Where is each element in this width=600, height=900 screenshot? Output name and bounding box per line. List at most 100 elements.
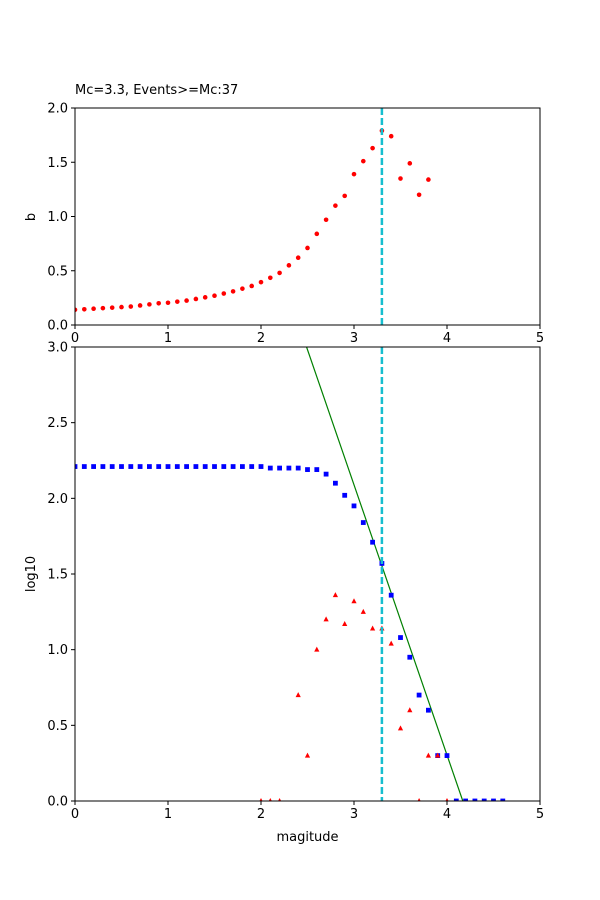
- cumulative-count-point: [109, 464, 115, 469]
- bottom-y-tick-label: 1.0: [47, 643, 68, 658]
- top-data-point: [398, 176, 403, 181]
- top-data-point: [388, 133, 394, 139]
- cumulative-count-point: [426, 707, 431, 713]
- cumulative-count-point: [128, 464, 134, 469]
- cumulative-count-point: [277, 465, 282, 471]
- top-data-point: [165, 300, 171, 306]
- cumulative-count-point: [398, 635, 403, 640]
- top-x-tick-label: 0: [71, 331, 79, 346]
- bottom-y-tick-label: 1.5: [47, 568, 68, 583]
- cumulative-count-point: [230, 464, 236, 469]
- noncumulative-count-point: [304, 752, 311, 758]
- top-y-tick-label: 1.5: [47, 156, 68, 171]
- top-data-point: [82, 306, 87, 312]
- bottom-y-tick-label: 2.5: [47, 416, 68, 431]
- top-data-point: [286, 263, 292, 268]
- noncumulative-count-point: [370, 625, 376, 631]
- cumulative-count-point: [463, 798, 468, 801]
- top-x-tick-label: 4: [443, 331, 451, 346]
- top-plot-area: [75, 108, 431, 325]
- bottom-y-tick-label: 0.0: [47, 795, 68, 810]
- cumulative-count-point: [202, 464, 208, 469]
- bottom-x-tick-label: 1: [164, 807, 172, 822]
- cumulative-count-point: [119, 464, 124, 469]
- cumulative-count-point: [370, 539, 375, 545]
- bottom-x-axis-label: magitude: [276, 830, 338, 845]
- cumulative-count-point: [137, 464, 143, 469]
- fit-line: [306, 347, 464, 801]
- cumulative-count-point: [193, 464, 199, 469]
- top-data-point: [268, 275, 273, 281]
- cumulative-count-point: [156, 464, 162, 469]
- b-value-panel: Mc=3.3, Events>=Mc:37 b 0 1 2 3 4 5 0.0 0.5 1.0 1…: [24, 83, 544, 346]
- noncumulative-count-point: [435, 752, 441, 758]
- cumulative-count-point: [323, 471, 329, 477]
- cumulative-count-point: [333, 480, 338, 486]
- top-data-point: [202, 295, 208, 300]
- bottom-axes-frame: [74, 346, 541, 802]
- cumulative-count-point: [491, 798, 496, 801]
- bottom-y-tick-label: 2.0: [47, 492, 68, 507]
- top-data-point: [277, 270, 282, 276]
- bottom-x-tick-label: 2: [257, 807, 265, 822]
- noncumulative-count-point: [397, 725, 404, 731]
- noncumulative-count-point: [388, 640, 394, 646]
- cumulative-count-point: [351, 503, 357, 509]
- top-data-point: [109, 305, 115, 310]
- noncumulative-count-point: [425, 752, 431, 758]
- cumulative-count-point: [212, 464, 217, 469]
- noncumulative-count-point: [417, 798, 421, 801]
- cumulative-count-point: [305, 467, 310, 472]
- cumulative-count-point: [147, 464, 152, 469]
- cumulative-count-point: [75, 464, 78, 469]
- noncumulative-count-point: [323, 616, 329, 622]
- top-data-point: [184, 298, 189, 303]
- bottom-y-axis-label: log10: [24, 556, 39, 592]
- top-x-tick-label: 2: [257, 331, 265, 346]
- cumulative-count-point: [314, 467, 320, 472]
- cumulative-count-point: [174, 464, 180, 469]
- top-data-point: [426, 177, 431, 182]
- cumulative-count-point: [360, 520, 366, 525]
- noncumulative-count-point: [445, 798, 449, 801]
- cumulative-count-point: [481, 798, 487, 801]
- top-data-point: [91, 306, 96, 312]
- noncumulative-count-point: [268, 798, 272, 801]
- cumulative-count-point: [240, 464, 245, 469]
- bottom-x-tick-label: 0: [71, 807, 79, 822]
- noncumulative-count-point: [278, 798, 282, 801]
- top-chart-title: Mc=3.3, Events>=Mc:37: [75, 83, 238, 98]
- top-data-point: [314, 231, 320, 237]
- top-data-point: [212, 293, 217, 299]
- top-y-tick-label: 1.0: [47, 210, 68, 225]
- top-axes-frame: [74, 107, 541, 326]
- top-data-point: [258, 279, 264, 285]
- cumulative-count-point: [416, 692, 422, 698]
- noncumulative-count-point: [360, 608, 366, 614]
- top-data-point: [370, 145, 375, 151]
- cumulative-count-point: [295, 465, 301, 471]
- bottom-x-tick-label: 4: [443, 807, 451, 822]
- top-data-point: [295, 255, 301, 261]
- noncumulative-count-point: [332, 592, 338, 598]
- top-data-point: [240, 286, 245, 291]
- noncumulative-count-point: [259, 798, 263, 801]
- bottom-y-tick-label: 0.5: [47, 719, 68, 734]
- cumulative-count-point: [286, 465, 292, 471]
- top-x-tick-label: 5: [536, 331, 544, 346]
- bottom-y-tick-label: 3.0: [47, 341, 68, 356]
- cumulative-count-point: [91, 464, 96, 469]
- top-data-point: [221, 291, 227, 296]
- cumulative-count-point: [258, 464, 264, 469]
- cumulative-count-point: [388, 592, 394, 598]
- top-data-point: [230, 289, 236, 294]
- bottom-x-tick-label: 3: [350, 807, 358, 822]
- top-data-point: [100, 305, 106, 311]
- cumulative-count-point: [221, 464, 227, 469]
- top-data-point: [137, 303, 143, 308]
- top-data-point: [128, 304, 134, 309]
- cumulative-count-point: [267, 465, 273, 471]
- top-x-tick-label: 3: [350, 331, 358, 346]
- bottom-plot-area: [75, 347, 506, 801]
